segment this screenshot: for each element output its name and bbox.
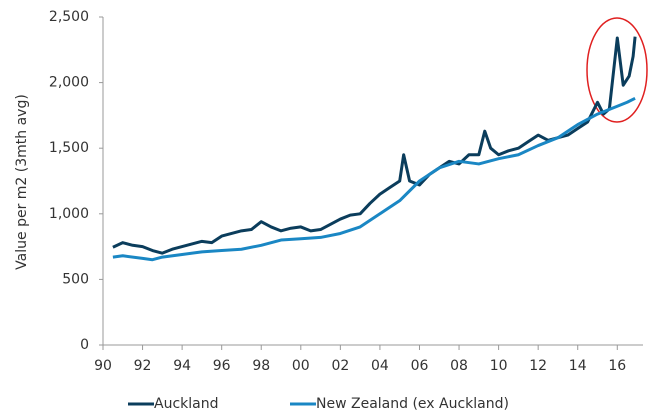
x-tick-label: 00: [292, 358, 310, 374]
x-tick-label: 08: [450, 358, 468, 374]
data-line: [112, 36, 637, 255]
y-tick-label: 500: [62, 271, 89, 287]
x-tick-label: 94: [173, 358, 191, 374]
x-tick-label: 98: [252, 358, 270, 374]
x-tick-label: 14: [569, 358, 587, 374]
highlight-circle: [586, 17, 648, 123]
x-tick-label: 92: [134, 358, 152, 374]
y-tick-label: 1,500: [49, 140, 89, 156]
legend-label: Auckland: [154, 396, 218, 412]
x-tick-label: 96: [213, 358, 231, 374]
x-tick-label: 06: [411, 358, 429, 374]
x-tick-label: 16: [608, 358, 626, 374]
legend-label: New Zealand (ex Auckland): [316, 396, 509, 412]
y-tick-label: 2,000: [49, 75, 89, 91]
x-tick-label: 90: [94, 358, 112, 374]
x-tick-label: 02: [331, 358, 349, 374]
y-axis-label: Value per m2 (3mth avg): [14, 94, 30, 270]
data-line: [112, 97, 636, 262]
x-tick-label: 04: [371, 358, 389, 374]
y-tick-label: 1,000: [49, 206, 89, 222]
y-tick-label: 0: [80, 337, 89, 353]
x-tick-label: 12: [529, 358, 547, 374]
x-tick-label: 10: [490, 358, 508, 374]
y-tick-label: 2,500: [49, 9, 89, 25]
